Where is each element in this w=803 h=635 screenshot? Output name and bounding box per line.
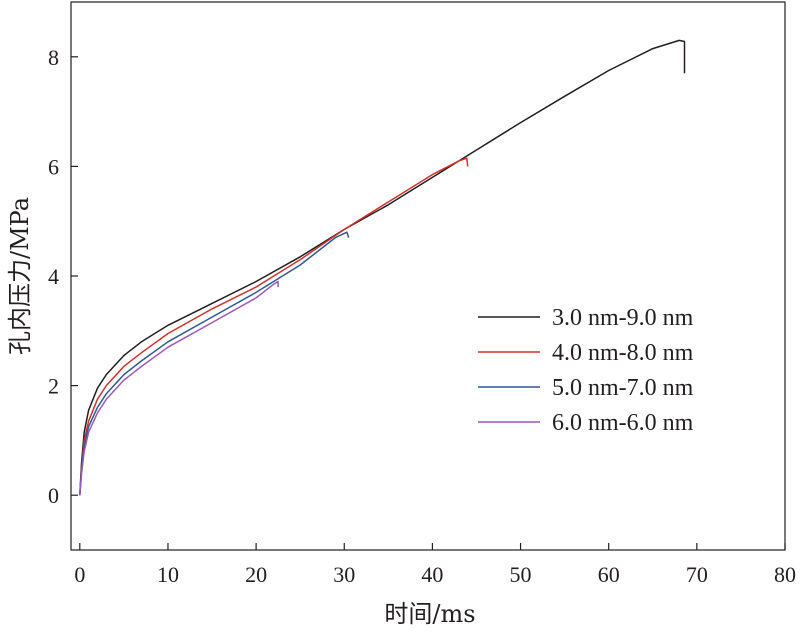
y-tick-label: 0: [48, 483, 59, 508]
y-tick-label: 4: [48, 264, 59, 289]
y-axis-title: 孔内压力/MPa: [6, 197, 34, 355]
legend-label: 5.0 nm-7.0 nm: [552, 375, 694, 401]
y-tick-label: 2: [48, 374, 59, 399]
x-tick-label: 20: [245, 562, 267, 587]
x-tick-label: 0: [74, 562, 85, 587]
x-tick-label: 70: [686, 562, 708, 587]
series-line-3: [79, 231, 350, 496]
legend-label: 6.0 nm-6.0 nm: [552, 410, 694, 436]
x-tick-label: 40: [421, 562, 443, 587]
series-line-2: [79, 157, 469, 496]
x-tick-label: 30: [333, 562, 355, 587]
legend-label: 3.0 nm-9.0 nm: [552, 305, 694, 331]
y-tick-label: 6: [48, 154, 59, 179]
x-tick-label: 50: [510, 562, 532, 587]
series-line-1: [79, 39, 686, 496]
series-line-4: [79, 280, 279, 496]
y-axis: 0 2 4 6 8: [48, 45, 78, 508]
y-tick-label: 8: [48, 45, 59, 70]
x-axis: 0 10 20 30 40 50 60 70 80: [74, 543, 796, 587]
plot-frame: [70, 1, 786, 551]
legend-label: 4.0 nm-8.0 nm: [552, 340, 694, 366]
x-tick-label: 80: [774, 562, 796, 587]
x-tick-label: 60: [598, 562, 620, 587]
series-lines: [79, 39, 686, 496]
legend: 3.0 nm-9.0 nm 4.0 nm-8.0 nm 5.0 nm-7.0 nm 6…: [478, 305, 694, 436]
x-tick-label: 10: [157, 562, 179, 587]
x-axis-title: 时间/ms: [384, 600, 475, 628]
